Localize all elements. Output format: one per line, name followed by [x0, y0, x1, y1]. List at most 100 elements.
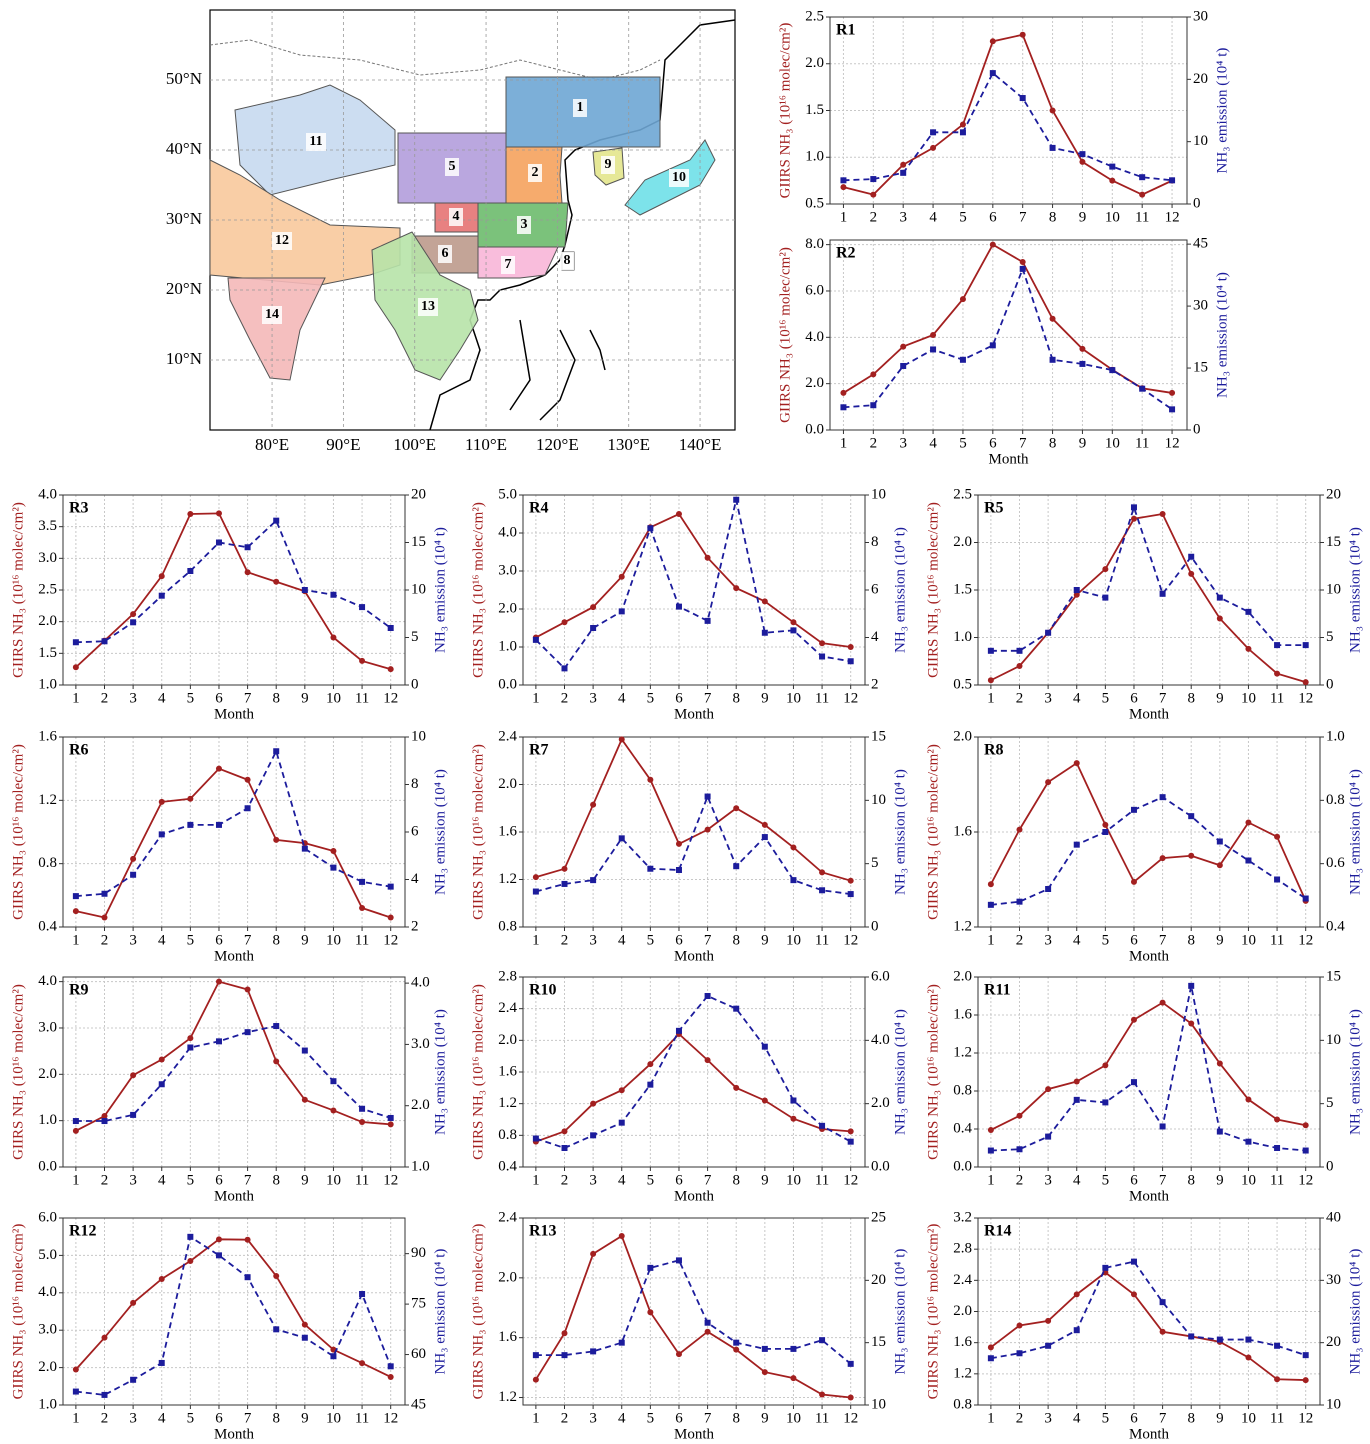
y-tick-label: 2.0 — [953, 1303, 972, 1319]
marker — [187, 511, 194, 517]
marker — [847, 891, 854, 898]
y-axis-label: GIIRS NH₃ (10¹⁶ molec/cm²) — [470, 502, 486, 678]
y-axis-label: GIIRS NH₃ (10¹⁶ molec/cm²) — [925, 744, 941, 920]
y-tick-label: 1.2 — [953, 918, 972, 934]
marker — [1019, 259, 1026, 266]
marker — [1216, 1336, 1223, 1343]
series-line — [535, 512, 851, 648]
y-tick-label: 2.0 — [498, 1032, 517, 1048]
x-tick-label: 8 — [272, 1172, 280, 1188]
x-tick-label: 2 — [101, 690, 109, 706]
plot-frame — [522, 494, 866, 686]
marker — [675, 511, 682, 517]
y-tick-label: 3.0 — [38, 1019, 57, 1035]
marker — [1045, 886, 1052, 892]
plot-area — [978, 1218, 1320, 1405]
marker — [987, 647, 994, 654]
marker — [618, 1232, 625, 1239]
y2-tick-label: 20 — [1326, 1334, 1341, 1350]
y-tick-label: 1.5 — [953, 581, 972, 597]
x-tick-label: 11 — [1270, 1172, 1284, 1188]
x-tick-label: 2 — [101, 1172, 109, 1188]
y2-tick-label: 2.0 — [871, 1095, 890, 1111]
marker — [101, 1334, 108, 1341]
chart-title: R1 — [836, 22, 856, 39]
x-tick-label: 11 — [815, 932, 829, 948]
region-label: 5 — [449, 159, 456, 174]
marker — [1216, 1060, 1223, 1067]
marker — [1216, 862, 1223, 869]
marker — [359, 1291, 366, 1298]
y-tick-label: 5.0 — [498, 486, 517, 502]
x-tick-label: 8 — [1049, 209, 1057, 225]
y2-tick-label: 10 — [411, 728, 426, 744]
marker — [590, 1100, 597, 1107]
marker — [1216, 594, 1223, 601]
x-tick-label: 7 — [244, 1410, 252, 1426]
x-tick-label: 4 — [1073, 932, 1081, 948]
x-tick-label: 11 — [355, 932, 369, 948]
marker — [959, 296, 966, 303]
marker — [1188, 813, 1195, 820]
chart-title: R10 — [529, 982, 557, 999]
x-tick-label: 12 — [843, 1410, 858, 1426]
x-tick-label: 4 — [618, 1410, 626, 1426]
y2-tick-label: 2 — [411, 918, 419, 934]
y2-tick-label: 45 — [1193, 236, 1208, 252]
region-label-box — [449, 208, 463, 226]
chart-title: R9 — [69, 982, 89, 999]
series-line — [990, 1260, 1306, 1360]
marker — [733, 585, 740, 592]
y2-tick-label: 20 — [1193, 71, 1208, 87]
marker — [158, 1056, 165, 1063]
x-tick-label: 6 — [675, 932, 683, 948]
x-tick-label: 1 — [532, 690, 540, 706]
marker — [387, 1373, 394, 1380]
marker — [561, 1330, 568, 1337]
x-tick-label: 12 — [383, 932, 398, 948]
marker — [187, 1233, 194, 1240]
marker — [1045, 1133, 1052, 1140]
x-tick-label: 4 — [929, 435, 937, 451]
y2-tick-label: 8 — [871, 534, 879, 550]
marker — [790, 627, 797, 634]
plot-area — [523, 977, 865, 1167]
marker — [790, 1097, 797, 1104]
marker — [215, 1252, 222, 1259]
series-line — [75, 1235, 392, 1396]
marker — [1109, 367, 1116, 374]
series-line — [535, 1234, 851, 1399]
marker — [561, 1128, 568, 1135]
x-tick-label: 9 — [1079, 209, 1087, 225]
marker — [72, 639, 79, 646]
x-tick-label: 8 — [732, 932, 740, 948]
marker — [158, 798, 165, 805]
x-tick-label: 2 — [561, 932, 569, 948]
marker — [330, 634, 337, 641]
marker — [387, 666, 394, 673]
y-tick-label: 0.8 — [38, 855, 57, 871]
marker — [761, 629, 768, 636]
y-tick-label: 8.0 — [805, 236, 824, 252]
marker — [1139, 191, 1146, 198]
y-axis-label: GIIRS NH₃ (10¹⁶ molec/cm²) — [925, 984, 941, 1160]
marker — [561, 880, 568, 887]
y-tick-label: 2.0 — [805, 55, 824, 71]
marker — [101, 1118, 108, 1125]
marker — [1073, 760, 1080, 767]
marker — [1274, 1342, 1281, 1349]
y-axis-label: GIIRS NH₃ (10¹⁶ molec/cm²) — [10, 744, 26, 920]
y2-tick-label: 20 — [411, 486, 426, 502]
x-tick-label: 9 — [1079, 435, 1087, 451]
y-tick-label: 2.0 — [953, 968, 972, 984]
x-tick-label: 7 — [704, 1172, 712, 1188]
marker — [989, 342, 996, 349]
coastline — [509, 319, 606, 421]
x-tick-label: 10 — [786, 932, 801, 948]
region-label-box — [601, 156, 615, 174]
y2-tick-label: 10 — [1326, 1032, 1341, 1048]
x-tick-label: 5 — [647, 932, 655, 948]
marker — [733, 1084, 740, 1091]
y2-tick-label: 8 — [411, 776, 419, 792]
y2-axis-label: NH₃ emission (10⁴ t) — [432, 527, 448, 653]
